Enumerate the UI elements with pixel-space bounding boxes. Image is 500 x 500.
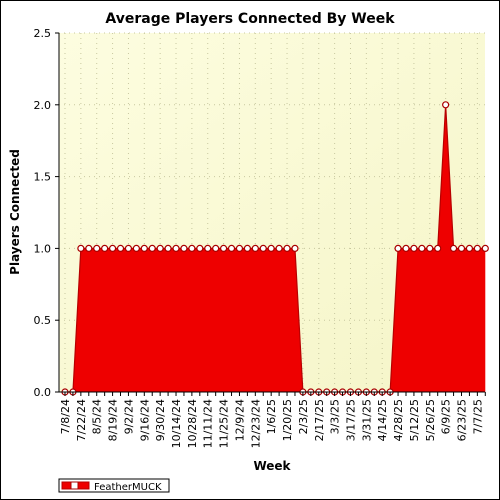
x-tick-label: 4/14/25 bbox=[376, 399, 389, 441]
y-axis-title: Players Connected bbox=[8, 149, 22, 275]
data-point bbox=[156, 244, 164, 252]
x-tick-label: 3/17/25 bbox=[344, 399, 357, 441]
data-point bbox=[410, 244, 418, 252]
x-tick-label: 6/23/25 bbox=[456, 399, 469, 441]
data-point bbox=[204, 244, 212, 252]
data-point bbox=[235, 244, 244, 252]
data-point bbox=[148, 244, 156, 252]
x-tick-label: 2/3/25 bbox=[297, 399, 310, 434]
x-tick-label: 2/17/25 bbox=[313, 399, 326, 441]
y-tick-label: 2.5 bbox=[34, 27, 52, 40]
y-tick-label: 2.0 bbox=[34, 99, 52, 112]
y-tick-label: 0.5 bbox=[34, 314, 52, 327]
data-point bbox=[449, 244, 458, 252]
data-point bbox=[180, 244, 188, 252]
data-point bbox=[275, 244, 283, 252]
data-point bbox=[188, 244, 196, 252]
x-tick-label: 9/16/24 bbox=[138, 399, 151, 441]
data-point bbox=[227, 244, 236, 252]
x-axis-ticks: 7/8/24 7/22/24 8/5/24 8/19/24 9/2/24 9/16/24 9… bbox=[59, 392, 486, 448]
x-tick-label: 1/20/25 bbox=[281, 399, 294, 441]
x-tick-label: 3/3/25 bbox=[329, 399, 342, 434]
x-tick-label: 8/5/24 bbox=[91, 399, 104, 434]
data-point bbox=[481, 244, 489, 252]
chart-title: Average Players Connected By Week bbox=[105, 11, 395, 27]
x-axis-title: Week bbox=[253, 459, 291, 473]
x-tick-label: 8/19/24 bbox=[107, 399, 120, 441]
data-point bbox=[101, 244, 109, 252]
data-point bbox=[172, 244, 180, 252]
data-point bbox=[465, 244, 474, 252]
data-point bbox=[283, 244, 291, 252]
x-tick-label: 11/11/24 bbox=[202, 399, 215, 448]
legend: FeatherMUCK bbox=[58, 478, 170, 493]
data-point bbox=[426, 244, 434, 252]
data-point bbox=[140, 244, 148, 252]
x-tick-label: 5/12/25 bbox=[408, 399, 421, 441]
legend-label: FeatherMUCK bbox=[94, 482, 162, 493]
data-point bbox=[108, 244, 117, 252]
data-point bbox=[243, 244, 251, 252]
data-point bbox=[220, 244, 228, 252]
data-point bbox=[267, 244, 275, 252]
x-tick-label: 3/31/25 bbox=[360, 399, 373, 441]
data-point bbox=[473, 244, 481, 252]
data-point bbox=[196, 244, 204, 252]
x-tick-label: 10/14/24 bbox=[170, 399, 183, 448]
x-tick-label: 12/9/24 bbox=[233, 399, 246, 441]
data-point bbox=[402, 244, 410, 252]
x-tick-label: 7/7/25 bbox=[471, 399, 484, 434]
data-point bbox=[434, 244, 442, 252]
data-point bbox=[77, 244, 85, 252]
y-axis-ticks: 0.0 0.5 1.0 1.5 2.0 2.5 bbox=[34, 27, 59, 399]
x-tick-label: 1/6/25 bbox=[265, 399, 278, 434]
x-tick-label: 7/22/24 bbox=[75, 399, 88, 441]
data-point bbox=[251, 244, 259, 252]
y-tick-label: 1.5 bbox=[34, 171, 52, 184]
data-point bbox=[442, 101, 450, 109]
data-point bbox=[394, 244, 402, 252]
x-tick-label: 10/28/24 bbox=[186, 399, 199, 448]
data-point bbox=[418, 244, 426, 252]
data-point bbox=[132, 244, 140, 252]
x-tick-label: 5/26/25 bbox=[424, 399, 437, 441]
x-tick-label: 6/9/25 bbox=[440, 399, 453, 434]
y-tick-label: 0.0 bbox=[34, 386, 52, 399]
data-point bbox=[93, 244, 101, 252]
x-tick-label: 12/23/24 bbox=[249, 399, 262, 448]
x-tick-label: 11/25/24 bbox=[218, 399, 231, 448]
y-tick-label: 1.0 bbox=[34, 242, 52, 255]
x-tick-label: 9/2/24 bbox=[122, 399, 135, 434]
data-point bbox=[457, 244, 466, 252]
x-tick-label: 9/30/24 bbox=[154, 399, 167, 441]
data-point bbox=[164, 244, 172, 252]
data-point bbox=[85, 244, 93, 252]
legend-marker-icon bbox=[70, 481, 79, 490]
data-point bbox=[259, 244, 267, 252]
x-tick-label: 4/28/25 bbox=[392, 399, 405, 441]
data-point bbox=[116, 244, 125, 252]
data-point bbox=[291, 244, 299, 252]
data-point bbox=[212, 244, 220, 252]
x-tick-label: 7/8/24 bbox=[59, 399, 72, 434]
data-point bbox=[124, 244, 133, 252]
